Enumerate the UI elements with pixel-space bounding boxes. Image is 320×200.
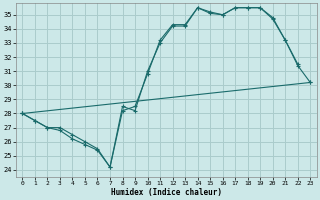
X-axis label: Humidex (Indice chaleur): Humidex (Indice chaleur)	[111, 188, 222, 197]
